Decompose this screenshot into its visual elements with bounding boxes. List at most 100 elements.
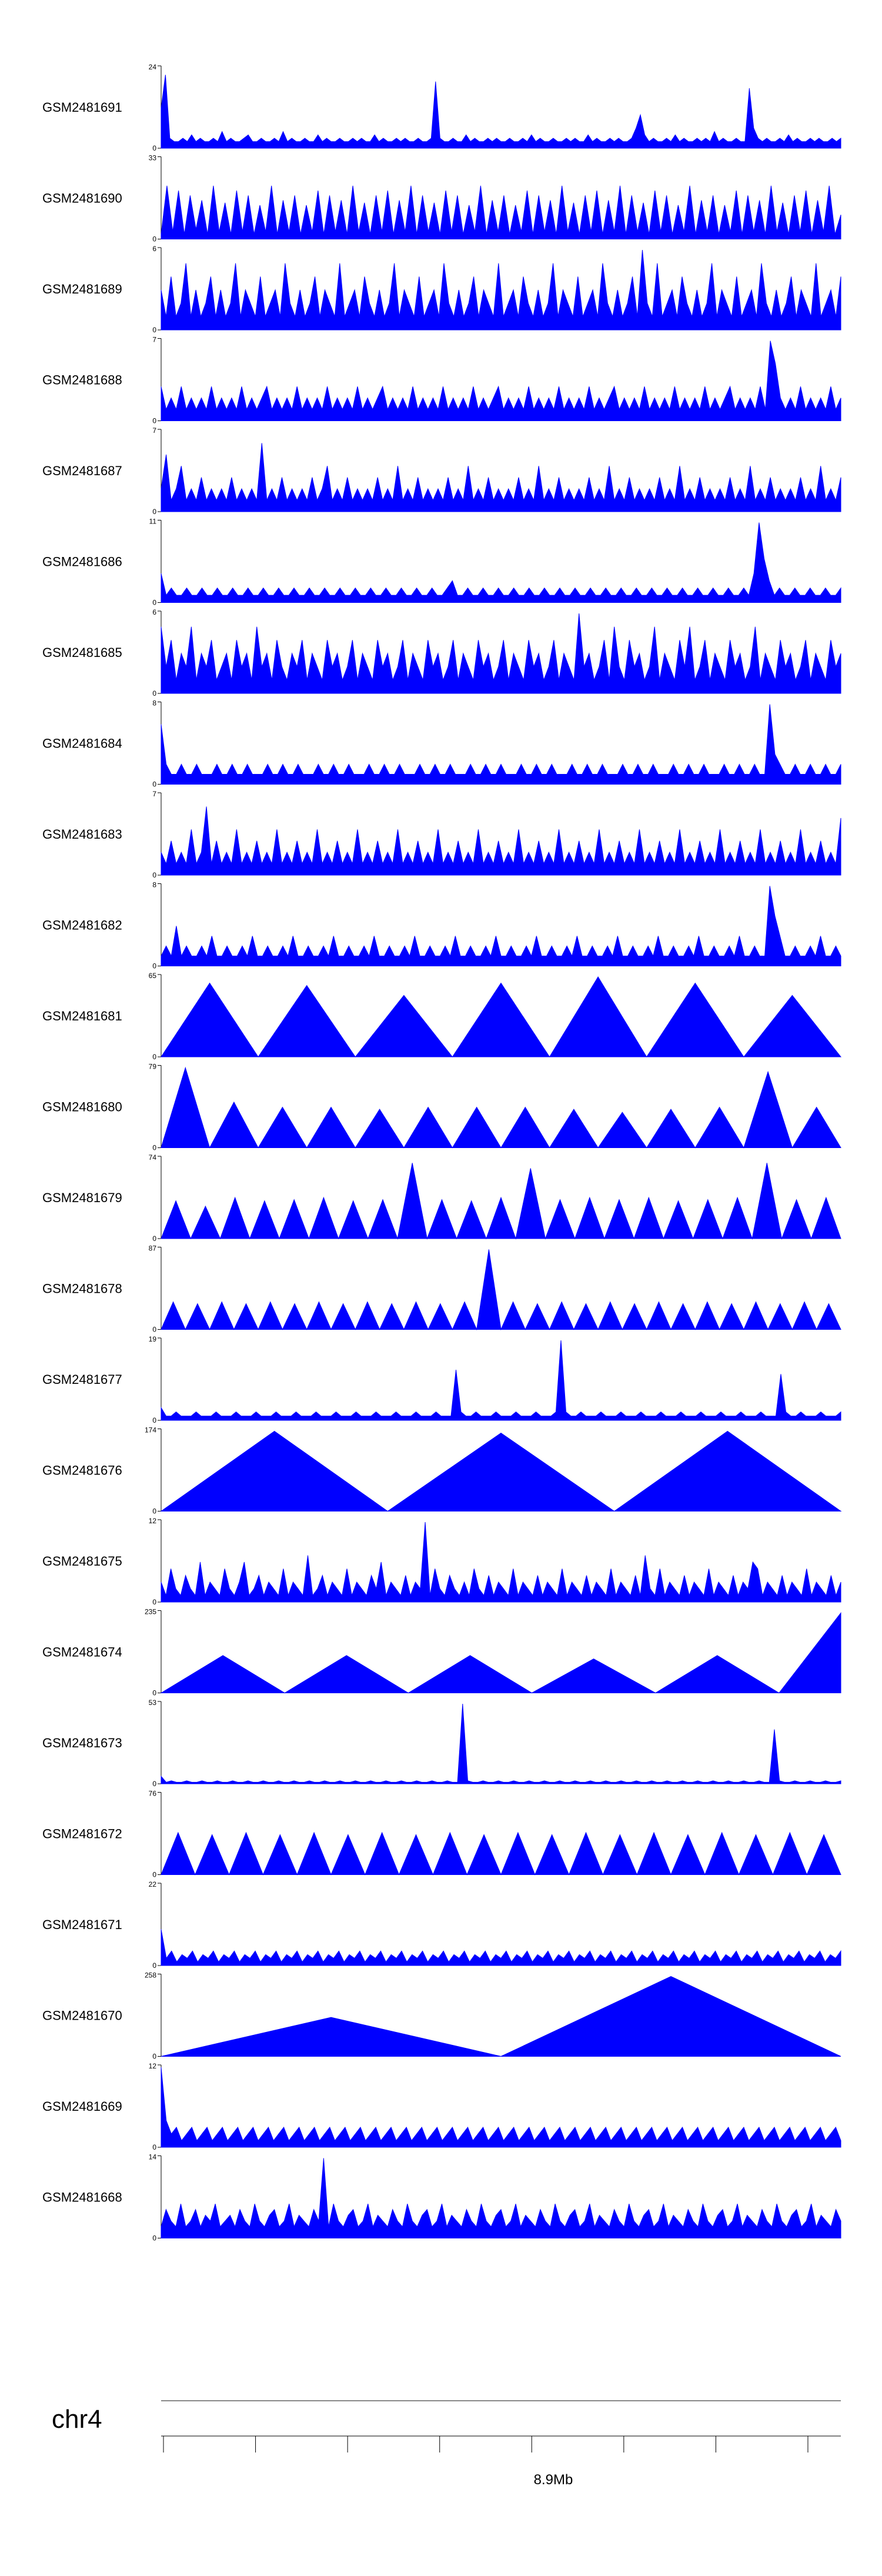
- signal-area: [161, 1249, 841, 1331]
- track-label: GSM2481678: [42, 1282, 122, 1296]
- track-ymax-label: 7: [152, 336, 156, 344]
- track-GSM2481675: GSM2481675 12 0: [42, 1517, 841, 1606]
- track-ymin-label: 0: [152, 1598, 156, 1606]
- track-ymax-label: 6: [152, 608, 156, 616]
- track-label: GSM2481676: [42, 1463, 122, 1478]
- track-ymax-label: 19: [149, 1335, 157, 1343]
- track-ymin-label: 0: [152, 1689, 156, 1697]
- signal-area: [161, 1703, 841, 1784]
- position-tick-label: 8.9Mb: [534, 2472, 573, 2488]
- track-GSM2481688: GSM2481688 7 0: [42, 336, 841, 425]
- track-label: GSM2481683: [42, 827, 122, 842]
- signal-area: [161, 613, 841, 694]
- track-label: GSM2481671: [42, 1917, 122, 1932]
- track-label: GSM2481674: [42, 1645, 122, 1660]
- signal-area: [161, 886, 841, 966]
- track-ymin-label: 0: [152, 508, 156, 516]
- signal-area: [160, 1612, 841, 1694]
- track-GSM2481681: GSM2481681 65 0: [42, 972, 842, 1061]
- signal-area: [161, 2158, 841, 2238]
- track-label: GSM2481682: [42, 918, 122, 933]
- track-ymax-label: 79: [149, 1063, 157, 1071]
- signal-area: [161, 1976, 841, 2057]
- signal-area: [161, 1066, 841, 1149]
- track-label: GSM2481675: [42, 1554, 122, 1569]
- track-GSM2481668: GSM2481668 14 0: [42, 2153, 841, 2243]
- track-label: GSM2481670: [42, 2008, 122, 2023]
- track-label: GSM2481684: [42, 736, 122, 751]
- track-ymax-label: 174: [145, 1426, 156, 1434]
- track-label: GSM2481681: [42, 1009, 122, 1023]
- track-label: GSM2481679: [42, 1190, 122, 1205]
- track-GSM2481685: GSM2481685 6 0: [42, 608, 841, 698]
- track-GSM2481684: GSM2481684 8 0: [42, 699, 841, 789]
- signal-area: [161, 1831, 841, 1876]
- signal-area: [161, 1929, 841, 1966]
- track-ymax-label: 33: [149, 154, 157, 162]
- track-ymin-label: 0: [152, 1416, 156, 1424]
- track-ymin-label: 0: [152, 2143, 156, 2151]
- signal-tracks: GSM2481691240GSM2481690330GSM248168960GS…: [42, 63, 842, 2243]
- track-GSM2481678: GSM2481678 87 0: [42, 1244, 841, 1334]
- signal-area: [161, 1340, 841, 1421]
- signal-area: [160, 1430, 842, 1512]
- signal-area: [161, 185, 841, 239]
- track-ymax-label: 12: [149, 2062, 157, 2070]
- track-GSM2481686: GSM2481686 11 0: [42, 518, 841, 607]
- track-GSM2481671: GSM2481671 22 0: [42, 1880, 841, 1970]
- track-GSM2481687: GSM2481687 7 0: [42, 426, 841, 516]
- track-ymin-label: 0: [152, 1144, 156, 1152]
- track-label: GSM2481686: [42, 555, 122, 569]
- track-ymin-label: 0: [152, 1961, 156, 1970]
- track-GSM2481679: GSM2481679 74 0: [42, 1153, 841, 1243]
- track-GSM2481670: GSM2481670 258 0: [42, 1971, 841, 2061]
- track-ymax-label: 8: [152, 881, 156, 889]
- track-ymin-label: 0: [152, 1053, 156, 1061]
- track-ymax-label: 6: [152, 245, 156, 253]
- track-GSM2481673: GSM2481673 53 0: [42, 1699, 841, 1788]
- track-label: GSM2481687: [42, 463, 122, 478]
- signal-area: [161, 443, 841, 512]
- track-ymin-label: 0: [152, 689, 156, 698]
- track-ymax-label: 11: [149, 518, 157, 526]
- track-label: GSM2481668: [42, 2190, 122, 2205]
- track-label: GSM2481673: [42, 1736, 122, 1750]
- track-ymax-label: 14: [149, 2153, 157, 2161]
- track-GSM2481690: GSM2481690 33 0: [42, 154, 841, 243]
- signal-area: [161, 75, 841, 149]
- track-ymax-label: 258: [145, 1971, 156, 1980]
- track-GSM2481683: GSM2481683 7 0: [42, 790, 841, 879]
- track-label: GSM2481669: [42, 2099, 122, 2114]
- signal-area: [161, 249, 841, 331]
- track-GSM2481677: GSM2481677 19 0: [42, 1335, 841, 1424]
- track-ymax-label: 235: [145, 1608, 156, 1616]
- chromosome-axis: chr4 8.9Mb: [52, 2400, 841, 2488]
- track-ymax-label: 24: [149, 63, 157, 71]
- track-label: GSM2481688: [42, 373, 122, 388]
- track-label: GSM2481689: [42, 282, 122, 296]
- track-ymin-label: 0: [152, 2234, 156, 2243]
- track-ymax-label: 76: [149, 1790, 157, 1798]
- track-ymax-label: 12: [149, 1517, 157, 1525]
- signal-area: [161, 806, 841, 876]
- track-label: GSM2481685: [42, 645, 122, 660]
- track-ymax-label: 8: [152, 699, 156, 708]
- track-label: GSM2481690: [42, 191, 122, 206]
- track-ymin-label: 0: [152, 235, 156, 243]
- position-axis-ticks: [163, 2436, 808, 2452]
- track-GSM2481691: GSM2481691 24 0: [42, 63, 841, 152]
- track-ymin-label: 0: [152, 871, 156, 879]
- signal-area: [161, 2067, 841, 2148]
- track-ymax-label: 87: [149, 1244, 157, 1253]
- signal-area: [161, 522, 841, 603]
- track-ymin-label: 0: [152, 1780, 156, 1788]
- track-GSM2481669: GSM2481669 12 0: [42, 2062, 841, 2151]
- track-ymax-label: 22: [149, 1880, 157, 1888]
- track-ymin-label: 0: [152, 599, 156, 607]
- track-GSM2481672: GSM2481672 76 0: [42, 1790, 841, 1879]
- track-ymin-label: 0: [152, 1234, 156, 1243]
- signal-area: [161, 341, 841, 421]
- track-label: GSM2481677: [42, 1372, 122, 1387]
- track-ymin-label: 0: [152, 780, 156, 789]
